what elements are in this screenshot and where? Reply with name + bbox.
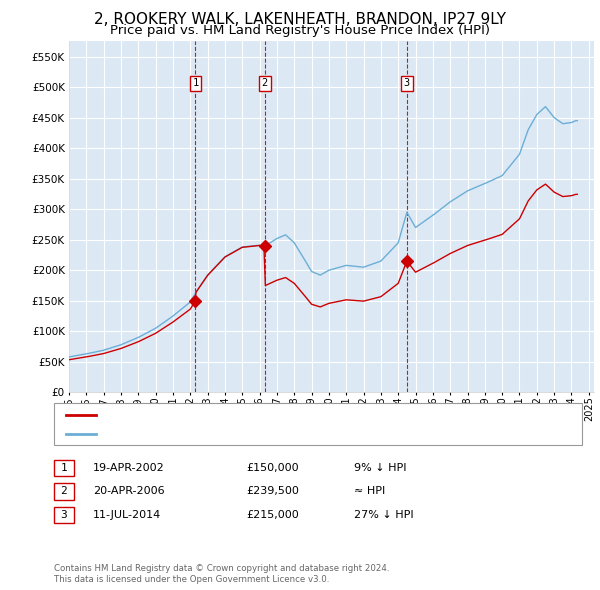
Text: 1: 1 bbox=[61, 463, 67, 473]
Text: £239,500: £239,500 bbox=[246, 487, 299, 496]
Text: £150,000: £150,000 bbox=[246, 463, 299, 473]
Text: Price paid vs. HM Land Registry's House Price Index (HPI): Price paid vs. HM Land Registry's House … bbox=[110, 24, 490, 37]
Text: 2: 2 bbox=[262, 78, 268, 88]
Text: 3: 3 bbox=[61, 510, 67, 520]
Text: 2: 2 bbox=[61, 487, 67, 496]
Text: 9% ↓ HPI: 9% ↓ HPI bbox=[354, 463, 407, 473]
Text: 20-APR-2006: 20-APR-2006 bbox=[93, 487, 164, 496]
Text: Contains HM Land Registry data © Crown copyright and database right 2024.: Contains HM Land Registry data © Crown c… bbox=[54, 565, 389, 573]
Text: 2, ROOKERY WALK, LAKENHEATH, BRANDON, IP27 9LY (detached house): 2, ROOKERY WALK, LAKENHEATH, BRANDON, IP… bbox=[99, 410, 452, 420]
Text: 27% ↓ HPI: 27% ↓ HPI bbox=[354, 510, 413, 520]
Text: HPI: Average price, detached house, West Suffolk: HPI: Average price, detached house, West… bbox=[99, 428, 340, 438]
Text: 1: 1 bbox=[193, 78, 199, 88]
Text: 3: 3 bbox=[404, 78, 410, 88]
Text: ≈ HPI: ≈ HPI bbox=[354, 487, 385, 496]
Text: 11-JUL-2014: 11-JUL-2014 bbox=[93, 510, 161, 520]
Text: 19-APR-2002: 19-APR-2002 bbox=[93, 463, 165, 473]
Text: 2, ROOKERY WALK, LAKENHEATH, BRANDON, IP27 9LY: 2, ROOKERY WALK, LAKENHEATH, BRANDON, IP… bbox=[94, 12, 506, 27]
Text: This data is licensed under the Open Government Licence v3.0.: This data is licensed under the Open Gov… bbox=[54, 575, 329, 584]
Text: £215,000: £215,000 bbox=[246, 510, 299, 520]
